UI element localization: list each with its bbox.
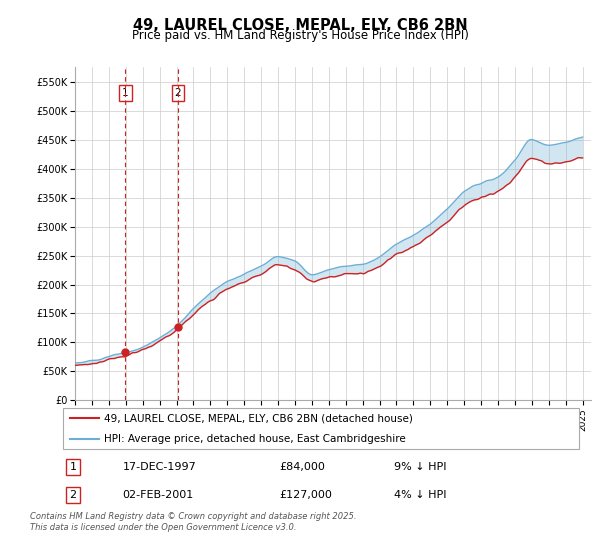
Text: 9% ↓ HPI: 9% ↓ HPI: [394, 462, 446, 472]
Text: Contains HM Land Registry data © Crown copyright and database right 2025.
This d: Contains HM Land Registry data © Crown c…: [30, 512, 356, 532]
Text: 1: 1: [70, 462, 77, 472]
Text: 4% ↓ HPI: 4% ↓ HPI: [394, 490, 446, 500]
Text: £127,000: £127,000: [279, 490, 332, 500]
FancyBboxPatch shape: [62, 408, 580, 449]
Text: Price paid vs. HM Land Registry's House Price Index (HPI): Price paid vs. HM Land Registry's House …: [131, 29, 469, 42]
Text: 02-FEB-2001: 02-FEB-2001: [122, 490, 194, 500]
Text: 2: 2: [70, 490, 77, 500]
Text: 1: 1: [122, 88, 128, 98]
Text: HPI: Average price, detached house, East Cambridgeshire: HPI: Average price, detached house, East…: [104, 433, 406, 444]
Text: 17-DEC-1997: 17-DEC-1997: [122, 462, 196, 472]
Text: 2: 2: [175, 88, 181, 98]
Text: 49, LAUREL CLOSE, MEPAL, ELY, CB6 2BN: 49, LAUREL CLOSE, MEPAL, ELY, CB6 2BN: [133, 18, 467, 33]
Text: 49, LAUREL CLOSE, MEPAL, ELY, CB6 2BN (detached house): 49, LAUREL CLOSE, MEPAL, ELY, CB6 2BN (d…: [104, 413, 413, 423]
Text: £84,000: £84,000: [279, 462, 325, 472]
